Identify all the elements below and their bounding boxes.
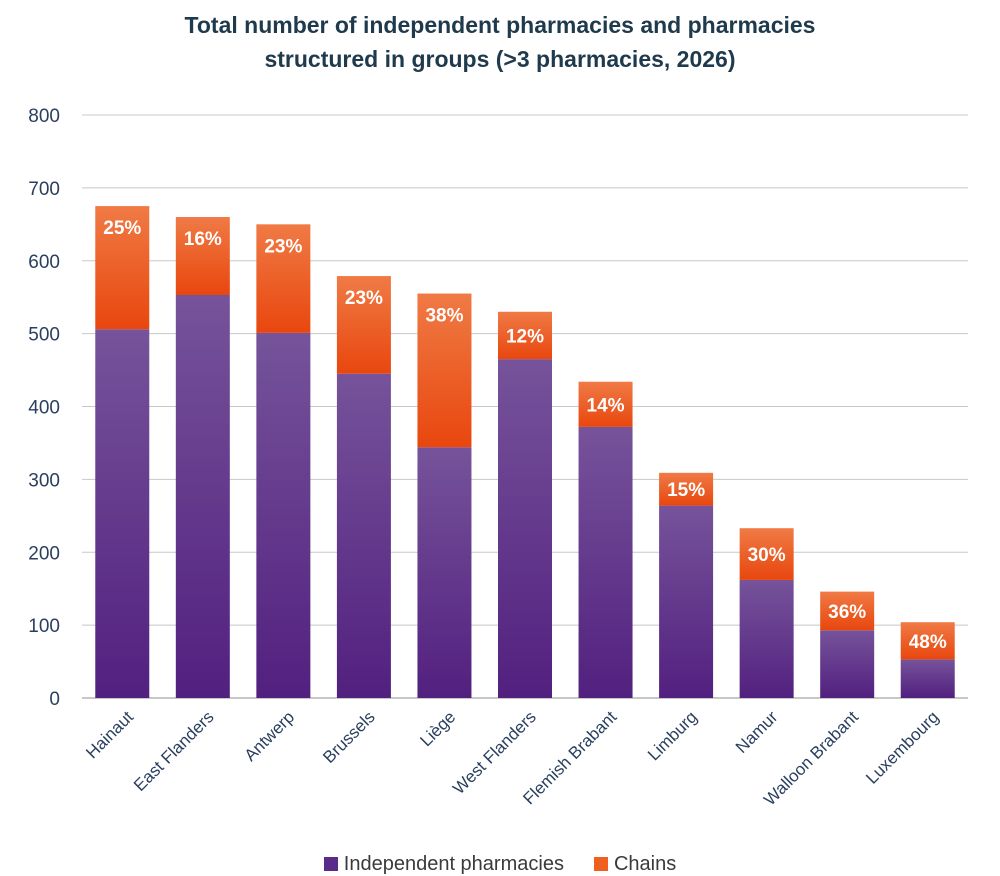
bar-independent-8 [739, 579, 794, 698]
x-tick-label-7: Limburg [644, 707, 701, 764]
y-tick-label-700: 700 [28, 179, 60, 200]
chart-title: Total number of independent pharmacies a… [0, 8, 1000, 76]
bar-independent-5 [498, 359, 552, 698]
bar-chains-5 [498, 311, 552, 360]
bar-independent-10 [900, 659, 955, 698]
y-tick-label-0: 0 [49, 689, 60, 710]
bar-independent-4 [417, 447, 472, 698]
y-tick-label-500: 500 [28, 325, 60, 346]
bar-independent-7 [659, 505, 714, 698]
legend-item-independent: Independent pharmacies [323, 852, 564, 876]
y-tick-label-100: 100 [28, 616, 60, 637]
data-label-4: 38% [425, 306, 463, 327]
bars: 25% 16% 23% 23% 38% 12% 14% 15% 30% 36% 48% [95, 206, 955, 698]
legend-swatch-chains [593, 857, 608, 871]
y-tick-label-200: 200 [28, 543, 60, 564]
y-tick-label-400: 400 [28, 398, 60, 419]
x-tick-label-4: Liège [416, 707, 459, 750]
data-label-9: 36% [828, 602, 866, 623]
data-label-0: 25% [103, 218, 141, 239]
data-label-3: 23% [345, 288, 383, 309]
chart-title-line-2: structured in groups (>3 pharmacies, 202… [264, 46, 736, 72]
x-tick-label-2: Antwerp [241, 707, 299, 765]
bar-chains-10 [900, 622, 955, 660]
x-tick-label-3: Brussels [319, 707, 379, 767]
legend-swatch-independent [323, 857, 338, 871]
bar-chains-2 [256, 224, 311, 333]
x-tick-label-1: East Flanders [130, 707, 218, 795]
data-label-2: 23% [264, 236, 302, 257]
data-label-1: 16% [184, 229, 222, 250]
data-label-10: 48% [909, 632, 947, 653]
y-axis: 0 100 200 300 400 500 600 700 800 [28, 106, 60, 710]
legend-label-chains: Chains [613, 852, 677, 875]
bar-independent-9 [820, 630, 875, 698]
bar-independent-2 [256, 332, 311, 698]
bar-chains-3 [336, 276, 391, 374]
legend-item-chains: Chains [593, 852, 677, 876]
x-tick-label-5: West Flanders [449, 707, 540, 798]
bar-independent-0 [95, 329, 150, 698]
data-label-7: 15% [667, 480, 705, 501]
legend: Independent pharmacies Chains [0, 852, 1000, 876]
x-tick-label-10: Luxembourg [862, 707, 942, 787]
legend-label-independent: Independent pharmacies [343, 852, 564, 875]
x-tick-label-8: Namur [732, 707, 782, 757]
bar-independent-6 [578, 426, 633, 698]
data-label-6: 14% [587, 395, 625, 416]
y-tick-label-600: 600 [28, 252, 60, 273]
bar-chains-7 [659, 472, 714, 506]
data-label-5: 12% [506, 326, 544, 347]
bar-chains-4 [417, 293, 472, 448]
y-tick-label-300: 300 [28, 470, 60, 491]
bar-chains-0 [95, 206, 150, 330]
chart-title-line-1: Total number of independent pharmacies a… [184, 12, 816, 38]
bar-chains-9 [820, 591, 875, 631]
data-label-8: 30% [748, 545, 786, 566]
bar-chains-1 [175, 217, 230, 296]
bar-independent-1 [175, 295, 230, 698]
x-tick-label-0: Hainaut [82, 707, 137, 762]
y-tick-label-800: 800 [28, 106, 60, 127]
bar-chains-6 [578, 381, 633, 427]
bar-independent-3 [336, 373, 391, 698]
bar-chains-8 [739, 528, 794, 580]
